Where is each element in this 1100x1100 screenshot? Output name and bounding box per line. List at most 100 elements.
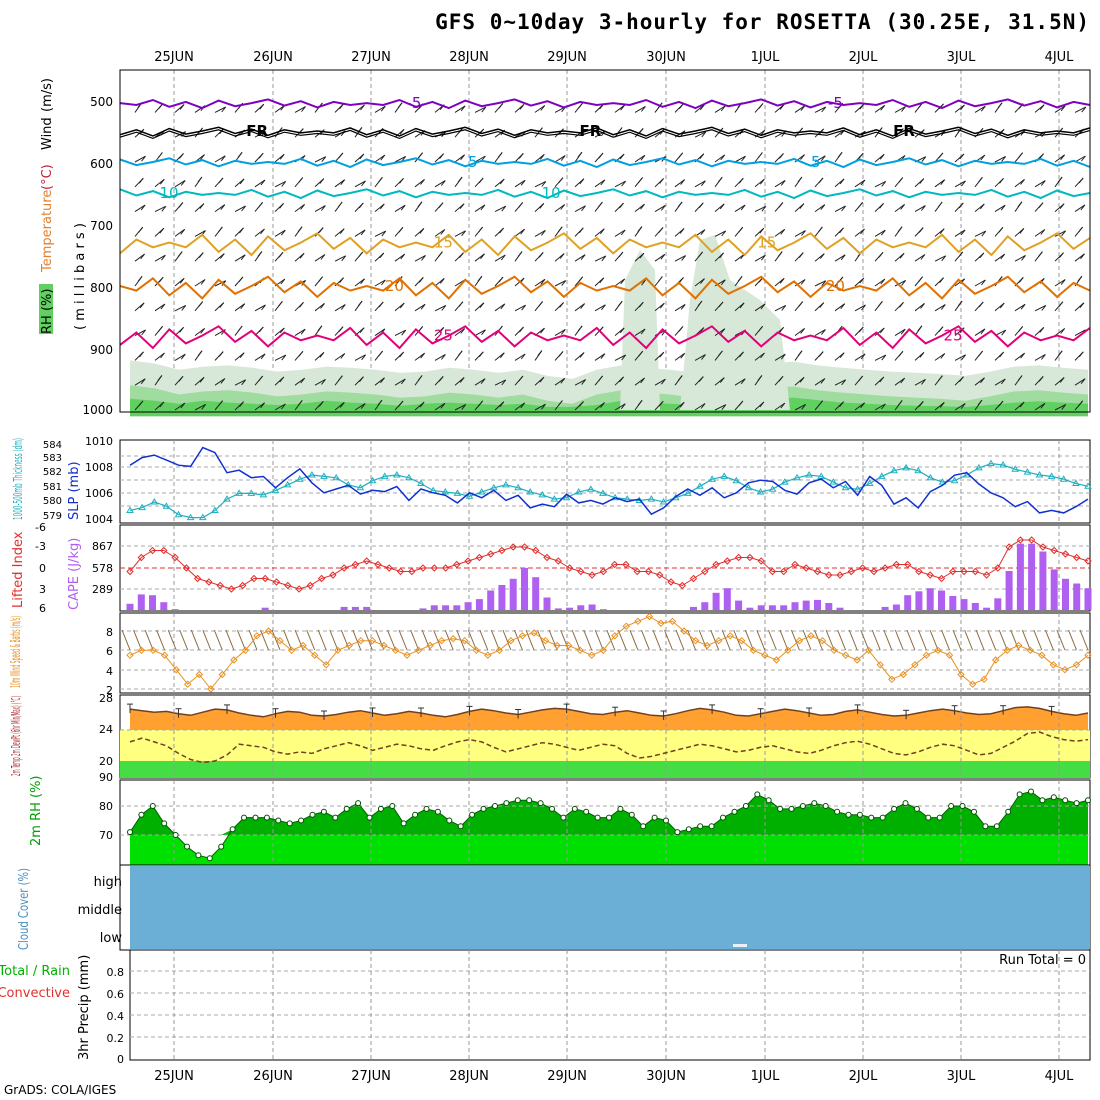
upper-wind-barb-flag [320, 303, 325, 309]
wind-speed-point [183, 680, 192, 688]
upper-wind-barb-flag [258, 375, 264, 382]
cape-lifted-panel: -6 -3 0 3 6 867 578 289 Lifted Index CAP… [11, 521, 1092, 615]
upper-wind-barb-flag [1020, 352, 1025, 359]
lifted-index-point [306, 581, 315, 590]
upper-wind-barb-flag [361, 354, 366, 361]
upper-wind-barb-flag [959, 376, 964, 383]
thickness-tick: 583 [43, 453, 62, 464]
upper-wind-barb-flag [800, 328, 805, 334]
thickness-point [865, 479, 874, 486]
cape-bar [543, 597, 551, 610]
upper-wind-barb-flag [738, 400, 744, 407]
wind-speed-point [276, 636, 284, 645]
cape-bar [532, 577, 540, 610]
upper-wind-barb [674, 303, 686, 312]
upper-wind-barb-flag [660, 205, 666, 211]
surface-wind-barb [744, 629, 754, 651]
lifted-index-point [723, 557, 732, 565]
rh2m-point [594, 814, 601, 821]
wind-speed-point [403, 651, 411, 659]
cape-bar [825, 603, 833, 610]
upper-wind-barb [294, 377, 305, 386]
thickness-point [283, 480, 292, 488]
upper-wind-barb [874, 278, 886, 287]
upper-wind-barb-flag [641, 106, 646, 112]
upper-wind-barb-flag [621, 354, 627, 361]
rh2m-tick: 90 [99, 771, 113, 784]
upper-wind-barb [934, 255, 946, 262]
lifted-index-point [520, 543, 529, 551]
rh-label: RH (%) [40, 289, 55, 334]
upper-wind-barb [674, 352, 685, 361]
upper-wind-barb-flag [580, 254, 586, 261]
upper-wind-barb [714, 105, 726, 113]
upper-wind-barb [614, 354, 626, 361]
lifted-index-point [712, 560, 720, 569]
upper-wind-barb-flag [858, 152, 864, 159]
isotherm-label: 10 [542, 184, 561, 202]
top-date-label: 27JUN [351, 50, 391, 65]
upper-wind-barb [1034, 353, 1046, 361]
upper-wind-barb-flag [598, 152, 604, 159]
upper-wind-barb-flag [240, 254, 246, 261]
upper-wind-barb-flag [1060, 105, 1066, 112]
wind-speed-point [945, 651, 954, 659]
lifted-index-point [847, 567, 856, 576]
upper-wind-barb-flag [919, 178, 925, 184]
rh2m-point [640, 823, 647, 830]
upper-wind-barb-flag [520, 179, 526, 186]
wind-speed-point [1038, 651, 1046, 659]
pressure-tick: 600 [90, 157, 113, 171]
upper-wind-barb-flag [441, 354, 446, 360]
upper-wind-barb [554, 280, 566, 287]
rh2m-point [1028, 788, 1034, 795]
lifted-index-point [1039, 543, 1047, 551]
thickness-point [853, 485, 862, 492]
lifted-index-point [836, 571, 844, 579]
thickness-point [186, 513, 195, 521]
lifted-index-point [396, 567, 405, 576]
cloud-tick: low [100, 931, 123, 946]
upper-wind-barb-flag [858, 201, 863, 208]
upper-wind-barb-flag [159, 178, 165, 185]
upper-air-panel: -5 -5 FR FR FR 5 5 10 10 15 15 20 20 25 25 500 600 700… [39, 69, 1091, 417]
bottom-date-axis: 25JUN 26JUN 27JUN 28JUN 29JUN 30JUN 1JUL… [154, 1069, 1074, 1084]
thickness-point [138, 503, 146, 511]
upper-wind-barb-flag [480, 253, 485, 260]
upper-wind-barb-flag [160, 352, 165, 359]
thickness-point [841, 483, 850, 491]
upper-wind-barb [214, 155, 226, 163]
bottom-date-label: 25JUN [154, 1069, 194, 1084]
lifted-index-point [509, 543, 517, 551]
upper-wind-barb [274, 229, 286, 237]
upper-wind-barb-flag [417, 201, 423, 208]
upper-wind-barb [1074, 204, 1086, 213]
lifted-index-point [1072, 553, 1081, 562]
upper-wind-barb-flag [161, 254, 166, 261]
rh2m-point [697, 823, 704, 830]
upper-wind-barb-flag [697, 300, 703, 307]
upper-wind-barb [1014, 303, 1026, 312]
upper-wind-barb-flag [557, 226, 563, 233]
upper-wind-barb [254, 130, 266, 138]
upper-wind-barb-flag [219, 302, 225, 308]
surface-wind-barb [1033, 629, 1043, 651]
upper-wind-barb-flag [859, 103, 865, 110]
upper-wind-barb-flag [978, 176, 983, 183]
surface-wind-barb [317, 629, 327, 651]
cape-bar [915, 591, 923, 610]
upper-wind-barb-flag [620, 403, 626, 410]
surface-wind-barb [987, 629, 997, 651]
wind-speed-point [553, 641, 561, 650]
upper-wind-barb-flag [238, 276, 244, 283]
upper-wind-barb-flag [880, 278, 886, 285]
upper-wind-barb-flag [260, 228, 265, 235]
isotherm-line [119, 126, 1091, 137]
upper-wind-barb-flag [200, 154, 205, 160]
upper-wind-barb-flag [760, 352, 765, 359]
upper-wind-barb [274, 180, 286, 188]
upper-wind-barb [634, 105, 646, 113]
upper-wind-barb-flag [718, 350, 723, 357]
rh2m-point [651, 814, 658, 821]
upper-wind-barb [774, 131, 786, 138]
